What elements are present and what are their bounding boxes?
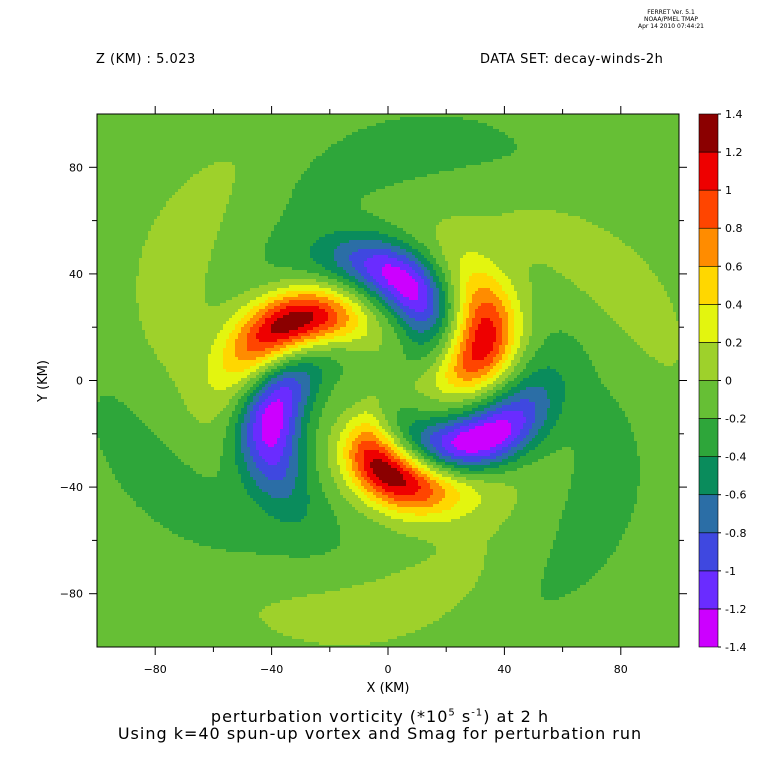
colorbar-label: -0.2 bbox=[725, 413, 746, 426]
z-level-label: Z (KM) : 5.023 bbox=[96, 52, 196, 67]
colorbar-swatch bbox=[698, 418, 719, 457]
dataset-label: DATA SET: decay-winds-2h bbox=[480, 52, 663, 67]
colorbar-label: 1.4 bbox=[725, 108, 743, 121]
colorbar-label: -0.6 bbox=[725, 489, 746, 502]
colorbar-swatch bbox=[698, 304, 719, 343]
ferret-line: NOAA/PMEL TMAP bbox=[596, 16, 746, 23]
y-tick-label: 40 bbox=[69, 268, 83, 281]
colorbar-swatch bbox=[698, 532, 719, 572]
x-tick-label: −40 bbox=[260, 663, 283, 676]
colorbar-label: 0.2 bbox=[725, 336, 743, 349]
colorbar-label: 0.4 bbox=[725, 298, 743, 311]
colorbar-swatch bbox=[698, 342, 719, 381]
x-tick-label: 80 bbox=[614, 663, 628, 676]
colorbar-label: 0.8 bbox=[725, 222, 743, 235]
colorbar-label: -1.2 bbox=[725, 603, 746, 616]
ferret-line: Apr 14 2010 07:44:21 bbox=[596, 23, 746, 30]
y-tick-label: 0 bbox=[76, 375, 83, 388]
colorbar-swatch bbox=[698, 494, 719, 534]
y-tick-label: 80 bbox=[69, 161, 83, 174]
axes: −80 −40 0 40 80 −80 −40 0 40 80 bbox=[60, 106, 687, 676]
colorbar-swatch bbox=[698, 608, 719, 648]
colorbar: -1.4 -1.2 -1 -0.8 -0.6 -0.4 -0.2 0 0.2 0.4 0.6 0.8 1… bbox=[698, 108, 746, 654]
colorbar-label: -1 bbox=[725, 565, 736, 578]
title-suffix: ) at 2 h bbox=[483, 707, 549, 726]
contour-field bbox=[97, 114, 679, 647]
y-tick-label: −80 bbox=[60, 588, 83, 601]
x-tick-label: 0 bbox=[385, 663, 392, 676]
title-mid: s bbox=[456, 707, 471, 726]
ferret-version-stamp: FERRET Ver. 5.1 NOAA/PMEL TMAP Apr 14 20… bbox=[596, 9, 746, 30]
y-axis-label: Y (KM) bbox=[36, 360, 51, 403]
colorbar-label: -0.8 bbox=[725, 527, 746, 540]
colorbar-swatch bbox=[698, 227, 719, 267]
colorbar-label: -1.4 bbox=[725, 641, 746, 654]
x-tick-label: −80 bbox=[144, 663, 167, 676]
colorbar-swatch bbox=[698, 380, 719, 419]
colorbar-label: 0.6 bbox=[725, 260, 743, 273]
colorbar-label: -0.4 bbox=[725, 451, 746, 464]
colorbar-swatch bbox=[698, 189, 719, 229]
colorbar-swatch bbox=[698, 151, 719, 191]
title-exponent-2: -1 bbox=[471, 708, 483, 719]
colorbar-label: 1 bbox=[725, 184, 732, 197]
colorbar-swatch bbox=[698, 456, 719, 496]
title-prefix: perturbation vorticity (*10 bbox=[211, 707, 449, 726]
colorbar-swatch bbox=[698, 113, 719, 153]
chart-title: perturbation vorticity (*105 s-1) at 2 h bbox=[0, 707, 760, 726]
colorbar-label: 1.2 bbox=[725, 146, 743, 159]
chart-subtitle: Using k=40 spun-up vortex and Smag for p… bbox=[0, 724, 760, 743]
colorbar-swatch bbox=[698, 265, 719, 305]
x-tick-label: 40 bbox=[497, 663, 511, 676]
x-axis-label: X (KM) bbox=[367, 681, 410, 696]
colorbar-label: 0 bbox=[725, 375, 732, 388]
ferret-line: FERRET Ver. 5.1 bbox=[596, 9, 746, 16]
title-exponent-1: 5 bbox=[448, 708, 455, 719]
y-tick-label: −40 bbox=[60, 481, 83, 494]
colorbar-swatch bbox=[698, 570, 719, 610]
